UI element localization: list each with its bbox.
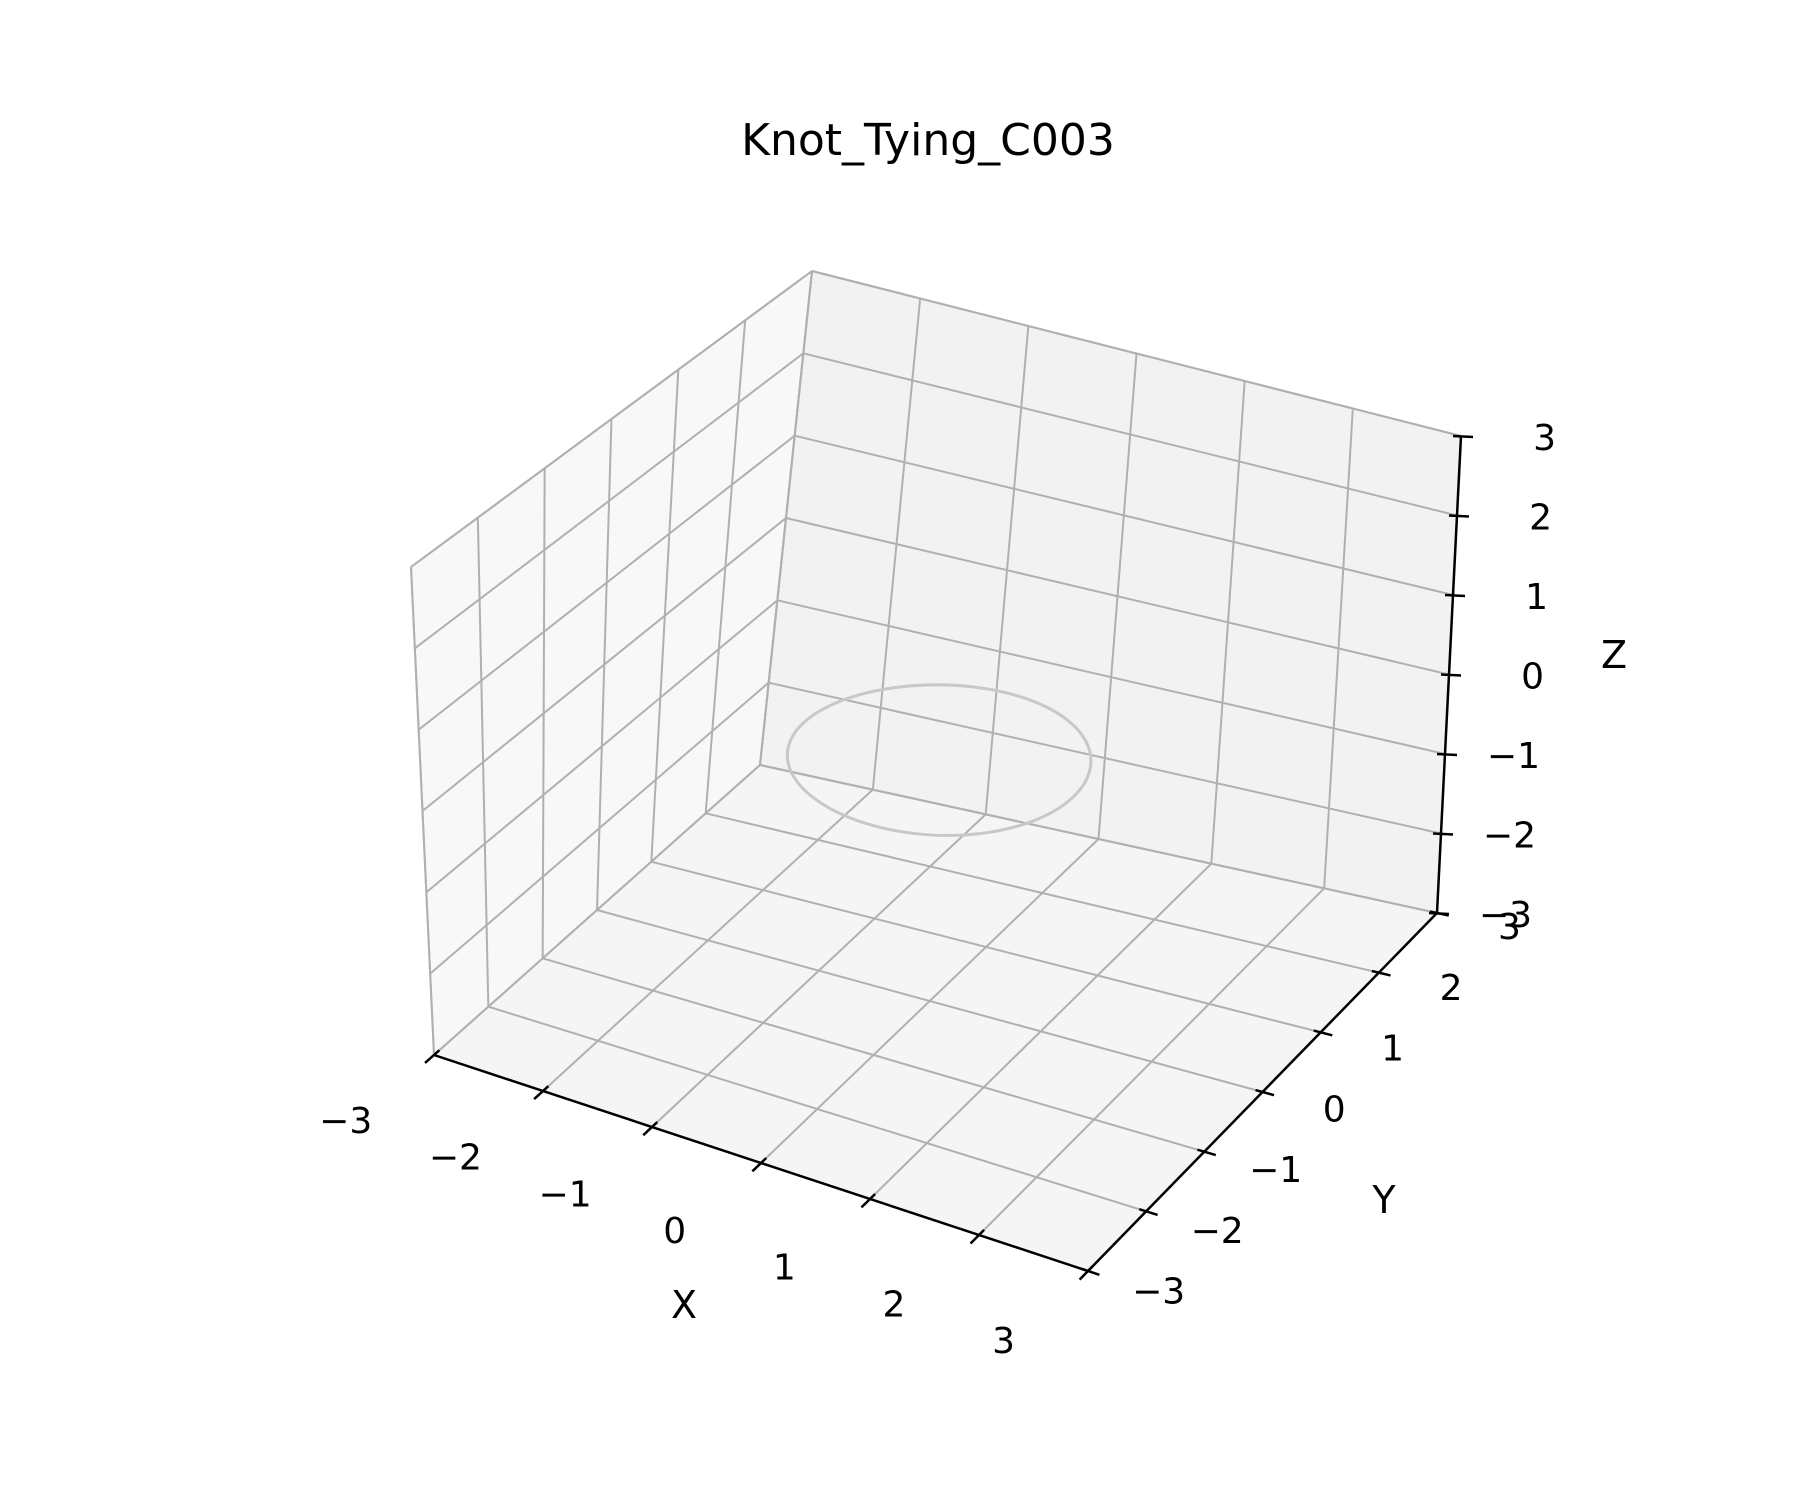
gridline-z-left — [414, 352, 804, 650]
gridline-y-floor — [759, 764, 1438, 914]
pane-edge — [759, 270, 813, 766]
x-tick-mark — [1078, 1264, 1094, 1281]
y-tick-label: −1 — [1249, 1150, 1302, 1191]
z-tick-mark — [1452, 434, 1474, 439]
series-layer — [785, 683, 1093, 837]
pane-back — [760, 271, 1461, 913]
y-tick-label: 2 — [1440, 968, 1463, 1009]
z-tick-mark — [1432, 832, 1454, 836]
pane-edge — [410, 270, 813, 568]
x-tick-label: 0 — [663, 1211, 686, 1252]
chart-title: Knot_Tying_C003 — [741, 115, 1115, 166]
x-tick-label: −2 — [429, 1138, 482, 1179]
z-tick-label: 3 — [1533, 418, 1556, 459]
y-tick-mark — [1138, 1208, 1158, 1217]
x-axis-label: X — [671, 1283, 697, 1327]
x-tick-label: 3 — [992, 1321, 1015, 1362]
y-tick-mark — [1371, 969, 1391, 977]
x-tick-label: −1 — [539, 1174, 592, 1215]
axes-layer — [424, 434, 1474, 1281]
y-tick-mark — [1255, 1088, 1275, 1097]
pane-edge — [410, 566, 435, 1056]
z-tick-mark — [1444, 593, 1466, 598]
pane-edge — [811, 270, 1462, 437]
y-tick-label: 3 — [1498, 907, 1521, 948]
y-tick-label: −2 — [1191, 1211, 1244, 1252]
z-axis-label: Z — [1601, 633, 1627, 677]
panes — [411, 271, 1461, 1271]
z-tick-mark — [1436, 752, 1458, 757]
z-tick-label: 2 — [1529, 498, 1552, 539]
x-tick-label: 1 — [773, 1248, 796, 1289]
pane-floor — [434, 765, 1437, 1271]
y-tick-mark — [1313, 1029, 1333, 1037]
z-tick-label: 1 — [1525, 577, 1548, 618]
z-tick-mark — [1440, 673, 1462, 677]
z-tick-label: −2 — [1483, 816, 1536, 857]
x-tick-mark — [860, 1193, 877, 1209]
y-axis-label: Y — [1371, 1178, 1396, 1222]
gridlines — [410, 270, 1462, 1272]
pane-left — [411, 271, 812, 1055]
y-tick-mark — [1197, 1148, 1217, 1157]
x-tick-mark — [424, 1049, 441, 1064]
x-tick-mark — [642, 1121, 659, 1137]
x-tick-mark — [751, 1157, 768, 1173]
z-tick-mark — [1448, 514, 1470, 518]
z-tick-mark — [1428, 911, 1450, 916]
x-tick-label: 2 — [883, 1284, 906, 1325]
gridline-z-back — [803, 352, 1458, 517]
y-tick-label: 1 — [1381, 1029, 1404, 1070]
x-tick-mark — [969, 1229, 985, 1245]
x-tick-mark — [533, 1085, 550, 1101]
z-tick-label: −1 — [1487, 736, 1540, 777]
y-tick-label: −3 — [1132, 1272, 1185, 1313]
y-tick-mark — [1080, 1267, 1100, 1276]
z-tick-label: 0 — [1521, 657, 1544, 698]
z-tick-label: −3 — [1479, 895, 1532, 936]
series-0-curve — [785, 683, 1093, 837]
x-tick-label: −3 — [319, 1101, 372, 1142]
gridline-y-floor — [705, 812, 1380, 974]
y-tick-label: 0 — [1323, 1089, 1346, 1130]
